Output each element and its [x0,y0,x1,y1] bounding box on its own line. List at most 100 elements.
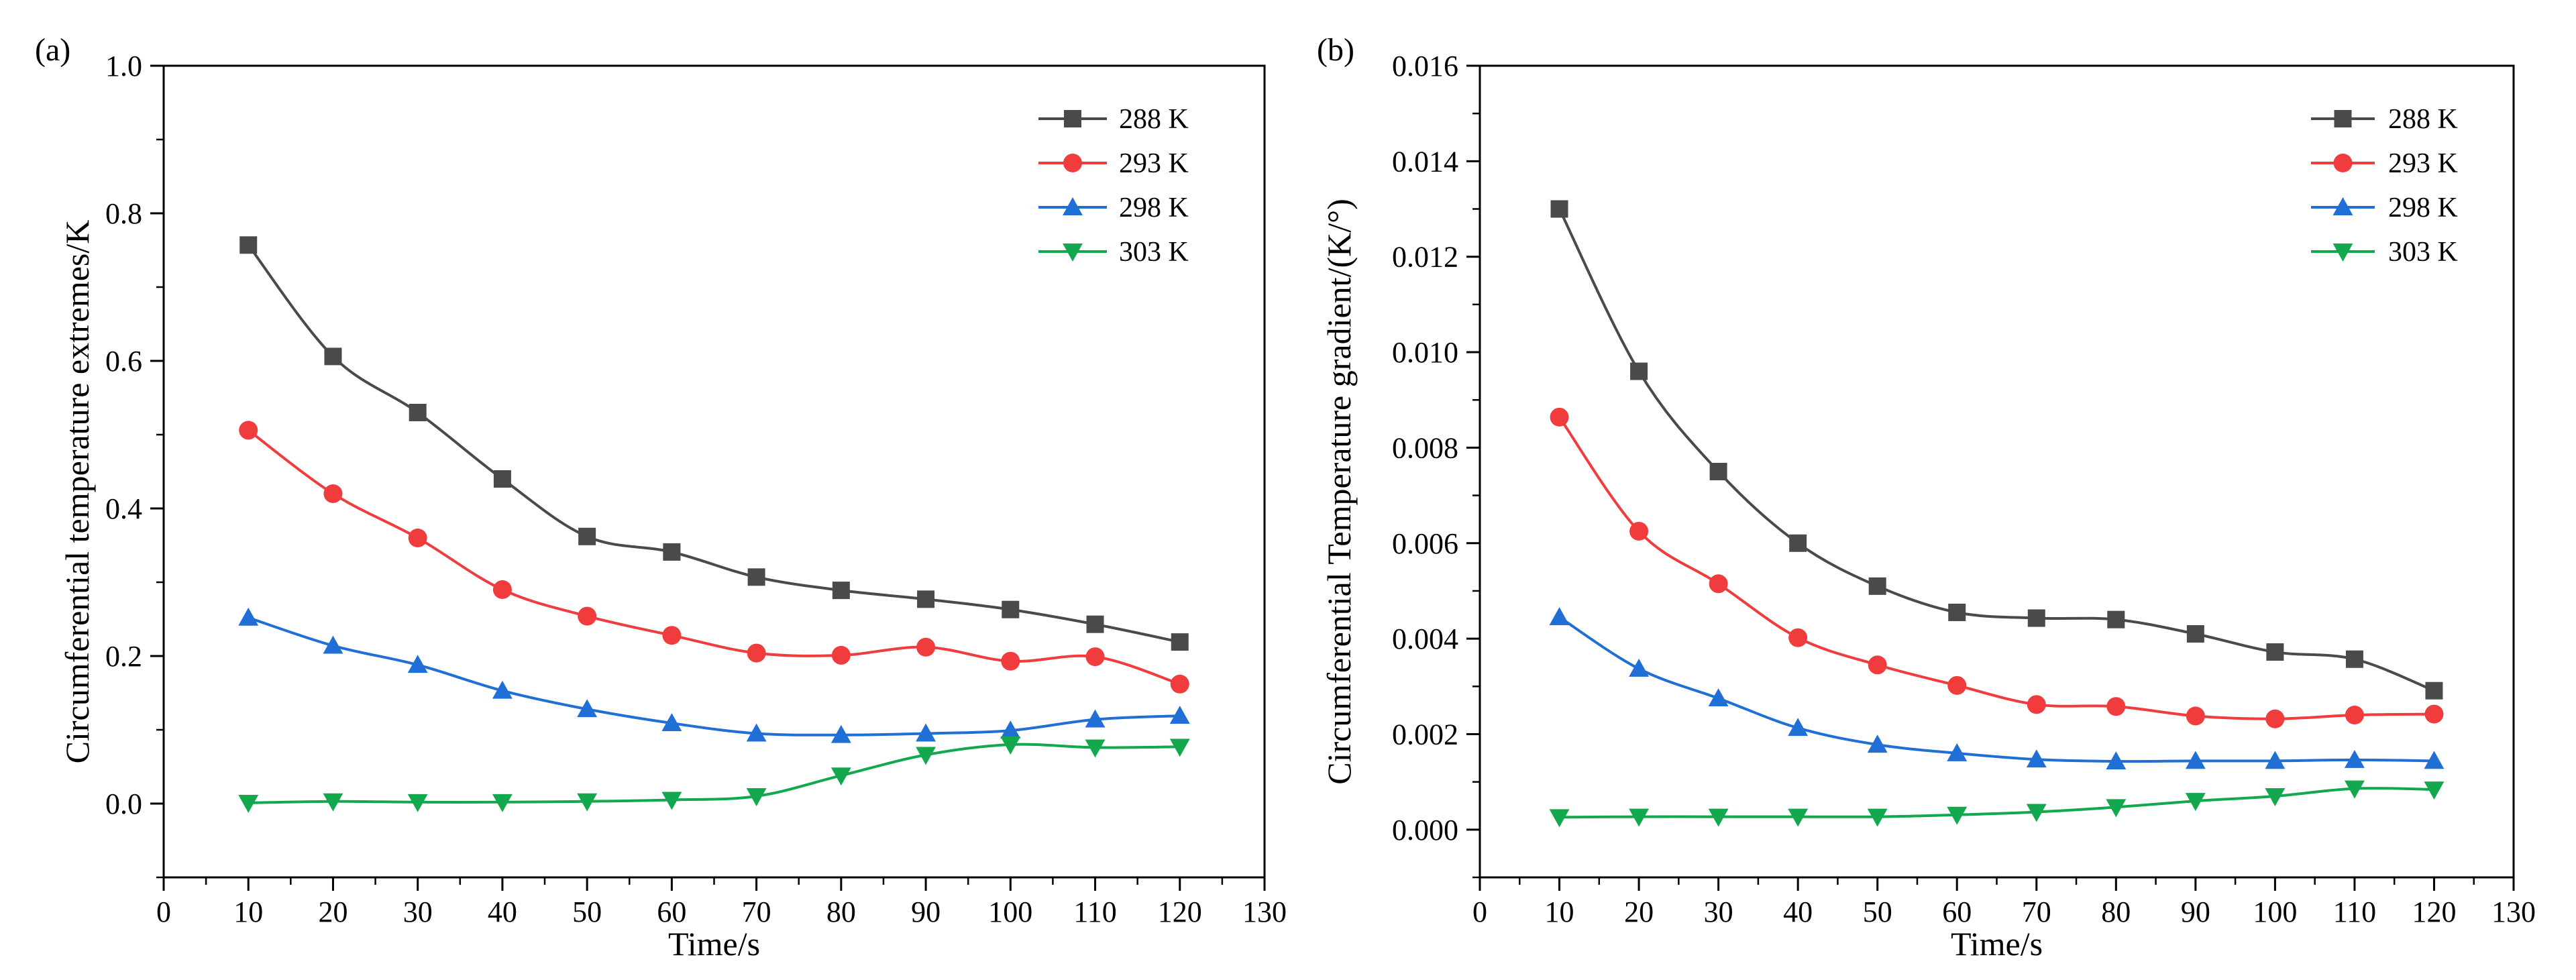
data-point [239,421,258,439]
y-axis-title: Circumferential temperature extremes/K [58,220,96,764]
x-tick-label: 100 [2253,895,2297,928]
data-point [1171,633,1189,651]
data-point [1550,408,1569,427]
series-288k [239,236,1189,651]
legend-label: 293 K [2388,148,2458,179]
x-tick-label: 90 [911,895,941,928]
x-tick-label: 110 [1073,895,1116,928]
legend-label: 293 K [1119,148,1189,179]
figure: (a)0 10 20 30 40 50 60 70 80 90 100 110 120 1300.00.2… [0,0,2576,980]
data-point [833,582,850,599]
series-298k [1550,607,2445,769]
data-point [578,528,596,545]
data-point [2027,695,2046,714]
x-axis-title: Time/s [1951,925,2043,963]
x-tick-label: 10 [233,895,263,928]
data-point [2187,625,2204,643]
y-tick-label: 0.000 [1392,814,1458,847]
data-point [1948,604,1966,621]
y-tick-label: 1.0 [105,50,142,83]
data-point [1868,655,1887,674]
data-point [917,590,934,608]
series-303k [238,737,1189,813]
data-point [2106,697,2125,716]
y-tick-label: 0.4 [105,492,142,525]
y-tick-label: 0.016 [1392,50,1458,83]
legend-marker [1063,154,1082,172]
data-point [2107,611,2125,629]
data-point [663,543,680,561]
data-point [409,404,427,421]
x-tick-label: 120 [1158,895,1202,928]
legend-entry: 293 K [1038,148,1189,179]
data-point [1086,647,1105,666]
series-288k [1551,201,2443,700]
data-point [1788,629,1807,647]
data-point [2346,651,2363,668]
series-line [1560,209,2434,691]
series-298k [238,608,1189,743]
x-tick-label: 20 [1624,895,1654,928]
y-tick-label: 0.010 [1392,336,1458,369]
series-line [1560,788,2434,817]
x-tick-label: 0 [1472,895,1487,928]
chart-panel-a: (a) 0 10 20 30 40 50 60 70 80 90 100 110 120 130 0.0 0.2… [35,32,1287,963]
data-point [2186,706,2205,725]
legend-entry: 288 K [2311,104,2458,135]
x-tick-label: 110 [2333,895,2376,928]
x-tick-label: 30 [1704,895,1733,928]
data-point [1002,601,1019,618]
x-tick-label: 50 [1863,895,1892,928]
series-line [248,618,1180,735]
legend-entry: 298 K [2311,193,2458,223]
data-point [2345,706,2364,724]
x-tick-label: 60 [657,895,686,928]
data-point [747,644,766,663]
x-tick-label: 20 [318,895,347,928]
data-point [2266,643,2284,661]
legend-marker [1064,110,1081,127]
x-tick-label: 80 [2101,895,2131,928]
data-point [916,638,935,657]
legend-entry: 303 K [1038,237,1189,268]
plot-frame [164,66,1265,877]
data-point [1087,616,1104,633]
x-tick-label: 50 [572,895,602,928]
series-line [248,245,1180,642]
x-tick-label: 90 [2181,895,2210,928]
data-point [832,646,851,665]
data-point [1710,463,1727,480]
data-point [239,236,257,254]
data-point [1947,676,1966,695]
legend-label: 298 K [1119,193,1189,223]
x-axis-title: Time/s [668,925,760,963]
data-point [494,470,511,488]
data-point [323,484,342,503]
legend-entry: 298 K [1038,193,1189,223]
y-tick-label: 0.6 [105,345,142,378]
legend-entry: 293 K [2311,148,2458,179]
x-tick-label: 10 [1545,895,1574,928]
legend-label: 288 K [2388,104,2458,135]
data-point [324,347,341,365]
x-tick-label: 60 [1942,895,1972,928]
legend-marker [2334,154,2353,172]
data-point [1709,688,1729,706]
data-point [2425,682,2443,700]
y-tick-label: 0.2 [105,640,142,673]
data-point [1630,363,1648,380]
legend-marker [2334,110,2352,127]
panel-label: (a) [35,32,70,68]
y-tick-label: 0.004 [1392,622,1458,655]
series-293k [239,421,1189,693]
chart-panel-b: (b)0 10 20 30 40 50 60 70 80 90 100 110 120 1300.0000… [1317,32,2536,963]
y-axis-title: Circumferential Temperature gradient/(K/… [1320,199,1358,785]
x-tick-label: 130 [2491,895,2536,928]
data-point [493,580,512,599]
x-tick-label: 40 [488,895,517,928]
x-tick-label: 80 [826,895,856,928]
y-tick-label: 0.012 [1392,241,1458,274]
x-tick-label: 70 [2022,895,2051,928]
data-point [2028,610,2045,627]
y-tick-label: 0.008 [1392,431,1458,464]
